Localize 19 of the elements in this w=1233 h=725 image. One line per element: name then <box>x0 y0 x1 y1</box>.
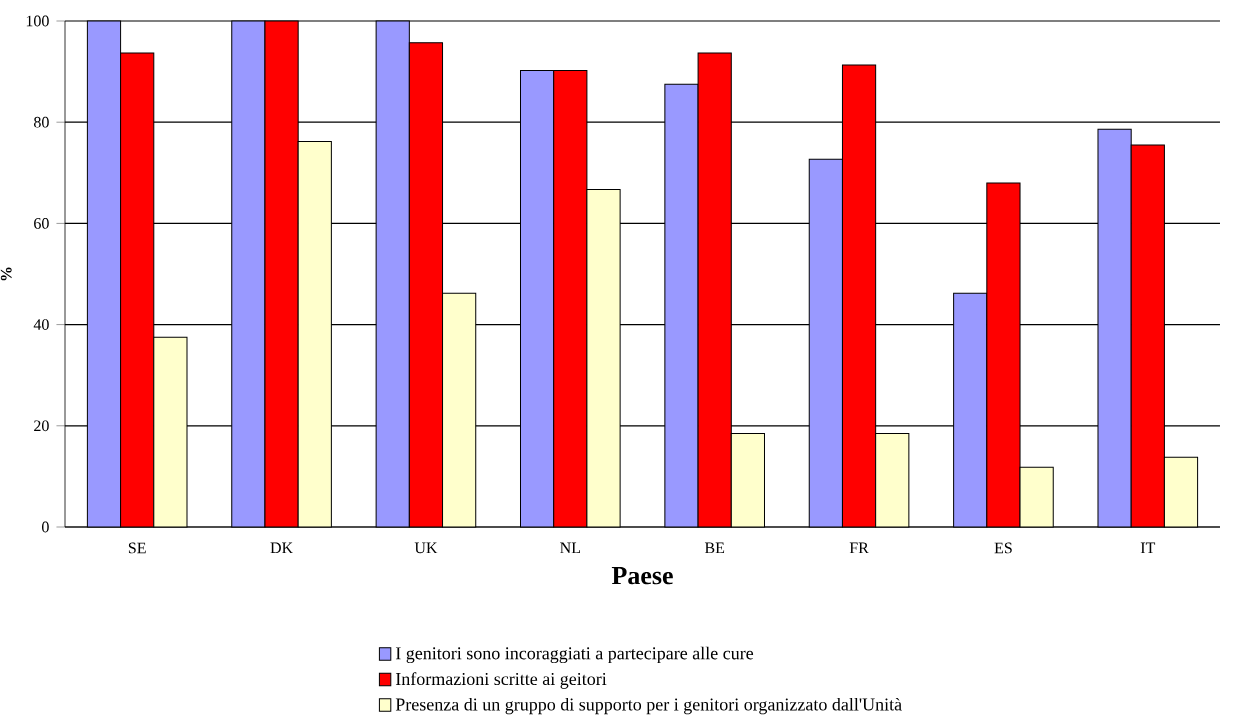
y-tick-label: 40 <box>33 319 49 330</box>
legend-label: Presenza di un gruppo di supporto per i genitori organizzato dall'Unità <box>395 697 902 715</box>
y-tick-label: 60 <box>34 218 49 229</box>
x-tick-label: ES <box>994 542 1012 554</box>
x-axis-title: Paese <box>611 567 673 585</box>
y-axis-title: % <box>0 267 12 281</box>
x-tick-label: SE <box>128 542 146 554</box>
legend-label: Informazioni scritte ai geitori <box>395 672 607 689</box>
x-tick-label: IT <box>1140 542 1156 554</box>
x-tick-label: NL <box>560 542 581 554</box>
legend-label: I genitori sono incoraggiati a partecipare alle cure <box>395 646 754 664</box>
x-tick-label: DK <box>270 542 293 554</box>
y-tick-label: 0 <box>42 521 49 533</box>
x-tick-label: UK <box>414 542 438 554</box>
x-tick-label: BE <box>704 542 725 554</box>
y-tick-label: 20 <box>34 420 49 432</box>
y-tick-label: 100 <box>26 15 49 27</box>
y-tick-label: 80 <box>34 116 49 128</box>
x-tick-label: FR <box>849 542 869 554</box>
